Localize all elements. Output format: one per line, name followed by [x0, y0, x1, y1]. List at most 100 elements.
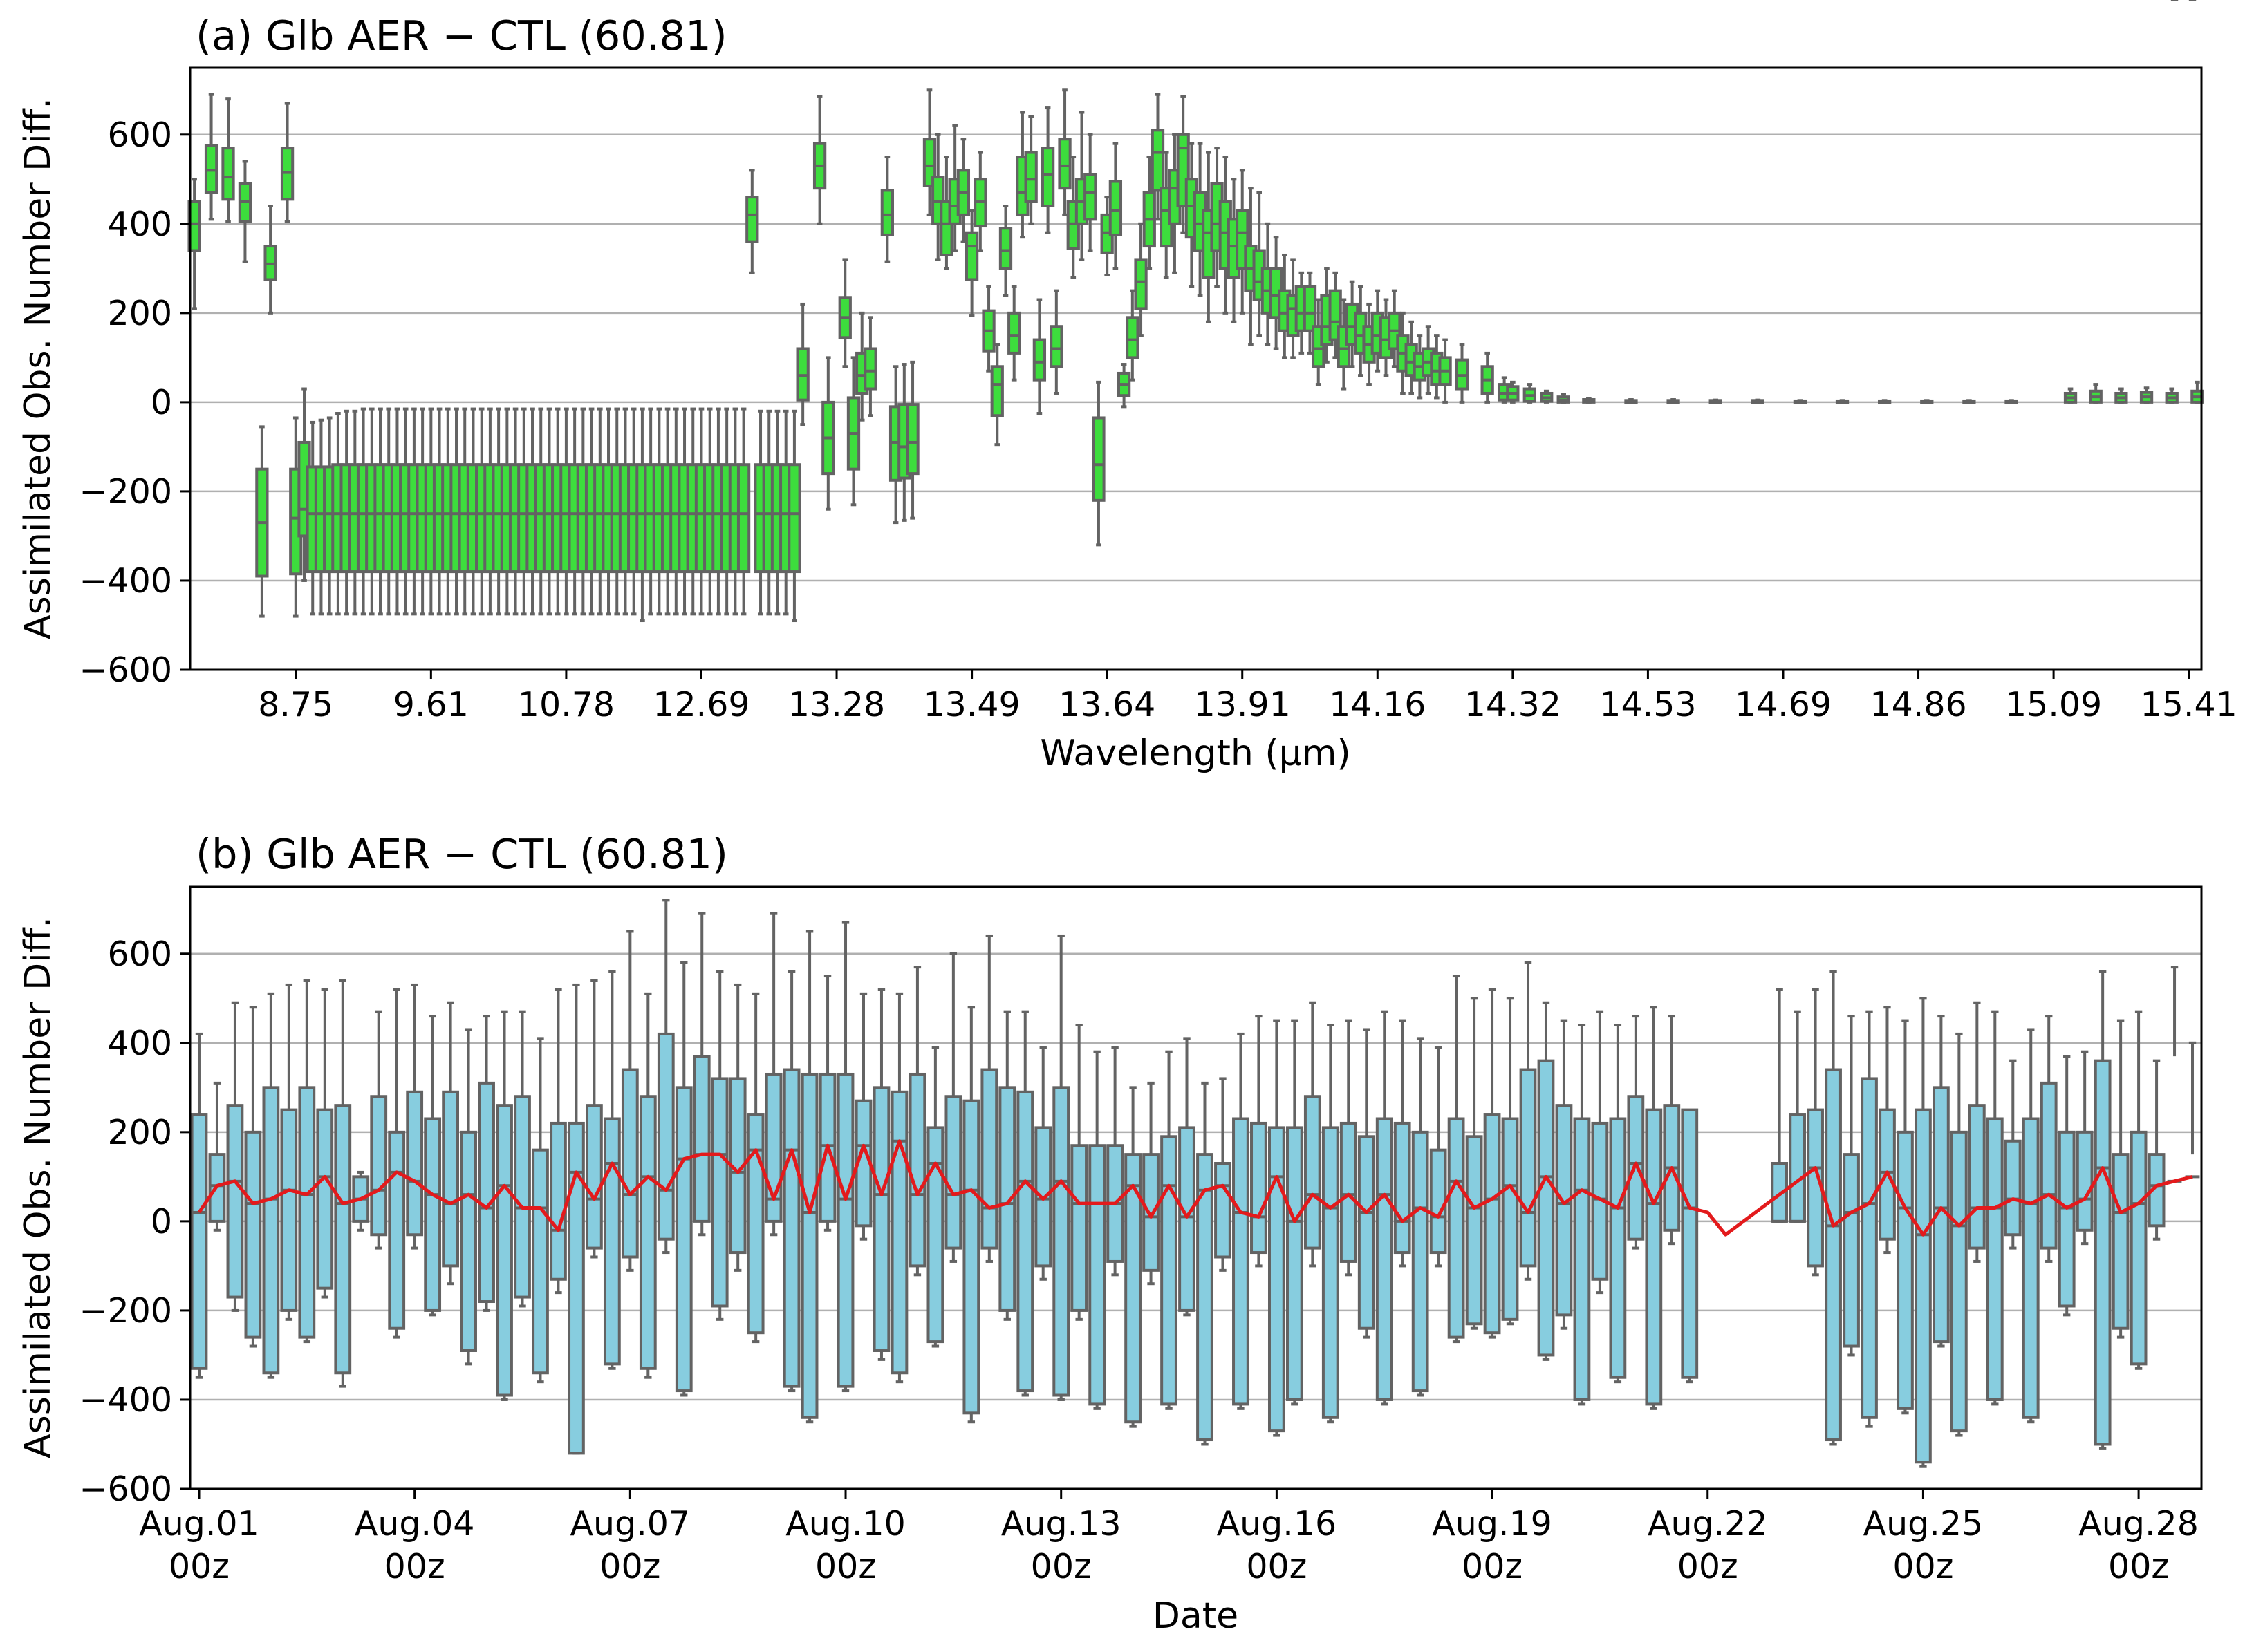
- box-body: [1126, 316, 1139, 359]
- box: [1556, 393, 1570, 404]
- box: [1232, 1032, 1249, 1410]
- box-body: [1573, 1117, 1591, 1401]
- box-body: [747, 1113, 765, 1335]
- box-body: [788, 463, 801, 574]
- box: [2089, 383, 2103, 404]
- box: [837, 921, 855, 1393]
- x-tick-label: 9.61: [393, 685, 469, 724]
- box: [1041, 106, 1055, 234]
- box-body: [2058, 1130, 2076, 1308]
- box-body: [226, 1104, 244, 1299]
- box-body: [962, 1099, 980, 1415]
- box: [1196, 1081, 1213, 1446]
- box: [2058, 1055, 2076, 1317]
- box-body: [1321, 1126, 1339, 1419]
- box-body: [621, 1068, 639, 1259]
- box: [846, 356, 861, 507]
- panel-a-frame: [189, 66, 2203, 671]
- box: [974, 151, 987, 252]
- box: [1303, 271, 1317, 355]
- box: [1751, 398, 1764, 404]
- box: [657, 899, 675, 1255]
- box: [1117, 363, 1131, 409]
- box-body: [783, 1068, 801, 1388]
- box-body: [568, 1121, 585, 1455]
- x-tick-label: 13.28: [788, 685, 885, 724]
- x-tick-label: Aug.22: [1648, 1504, 1768, 1543]
- panel-a-xaxis: 8.75 9.61 10.78 12.69 13.28 13.49 13.64 13.91 14…: [258, 670, 2237, 724]
- box: [1151, 93, 1165, 221]
- box: [2167, 0, 2182, 1183]
- box: [796, 302, 810, 426]
- box-body: [864, 347, 877, 391]
- box-body: [1986, 1117, 2004, 1401]
- x-tick-label: 8.75: [258, 685, 333, 724]
- box-body: [1108, 180, 1123, 236]
- box: [334, 979, 352, 1388]
- x-tick-label: 14.86: [1870, 685, 1966, 724]
- box-body: [944, 1095, 962, 1250]
- box: [944, 952, 962, 1263]
- box: [675, 961, 693, 1397]
- box: [1429, 1046, 1447, 1268]
- box-body: [2094, 1059, 2112, 1446]
- panel-a-title: (a) Glb AER − CTL (60.81): [196, 12, 727, 59]
- box-body: [891, 1090, 909, 1375]
- box: [1070, 1024, 1088, 1321]
- box: [819, 975, 837, 1232]
- box: [998, 205, 1013, 297]
- x-tick-label: 00z: [169, 1547, 230, 1586]
- box-body: [1285, 1126, 1303, 1401]
- box-body: [980, 1068, 998, 1250]
- box-body: [1789, 1113, 1806, 1223]
- box-body: [965, 231, 979, 281]
- box-body: [1411, 1130, 1429, 1393]
- box: [1178, 1037, 1195, 1317]
- box: [2040, 1015, 2058, 1263]
- box: [2022, 1028, 2040, 1424]
- box: [1411, 1037, 1429, 1397]
- box-body: [1160, 1135, 1177, 1406]
- box: [1106, 1046, 1124, 1277]
- box-body: [998, 1086, 1016, 1312]
- box-body: [675, 1086, 693, 1393]
- box: [460, 1028, 477, 1366]
- box: [262, 992, 280, 1379]
- panel-b: (b) Glb AER − CTL (60.81) −600 −400 −200 0 2…: [17, 0, 2203, 1637]
- box-body: [1032, 338, 1047, 382]
- box: [514, 1010, 531, 1308]
- box-body: [334, 1104, 352, 1375]
- y-tick-label: −400: [79, 1380, 172, 1420]
- box: [838, 258, 852, 368]
- box-body: [736, 463, 751, 574]
- box: [855, 992, 873, 1241]
- box: [1950, 1032, 1968, 1437]
- box: [478, 1015, 495, 1312]
- box: [783, 970, 801, 1393]
- box: [1375, 1010, 1393, 1406]
- box: [1058, 88, 1072, 216]
- box-body: [1088, 1144, 1106, 1406]
- box-body: [990, 365, 1004, 417]
- box-body: [1393, 1121, 1411, 1255]
- box: [1645, 1006, 1663, 1410]
- box: [801, 930, 819, 1424]
- box: [745, 169, 759, 274]
- box: [1088, 1050, 1106, 1410]
- panel-b-line: [197, 1139, 2193, 1237]
- box: [812, 95, 827, 225]
- box-body: [1196, 1153, 1213, 1442]
- box: [1537, 1001, 1555, 1361]
- box: [532, 1037, 549, 1384]
- box-body: [496, 1104, 513, 1397]
- box: [1108, 142, 1123, 270]
- box-body: [406, 1090, 424, 1237]
- box: [909, 966, 926, 1277]
- box-body: [1825, 1068, 1842, 1442]
- x-tick-label: 14.32: [1464, 685, 1561, 724]
- box: [1465, 997, 1483, 1330]
- x-tick-label: 00z: [815, 1547, 876, 1586]
- box-body: [926, 1126, 944, 1344]
- box-body: [1968, 1104, 1986, 1250]
- box-body: [514, 1095, 531, 1299]
